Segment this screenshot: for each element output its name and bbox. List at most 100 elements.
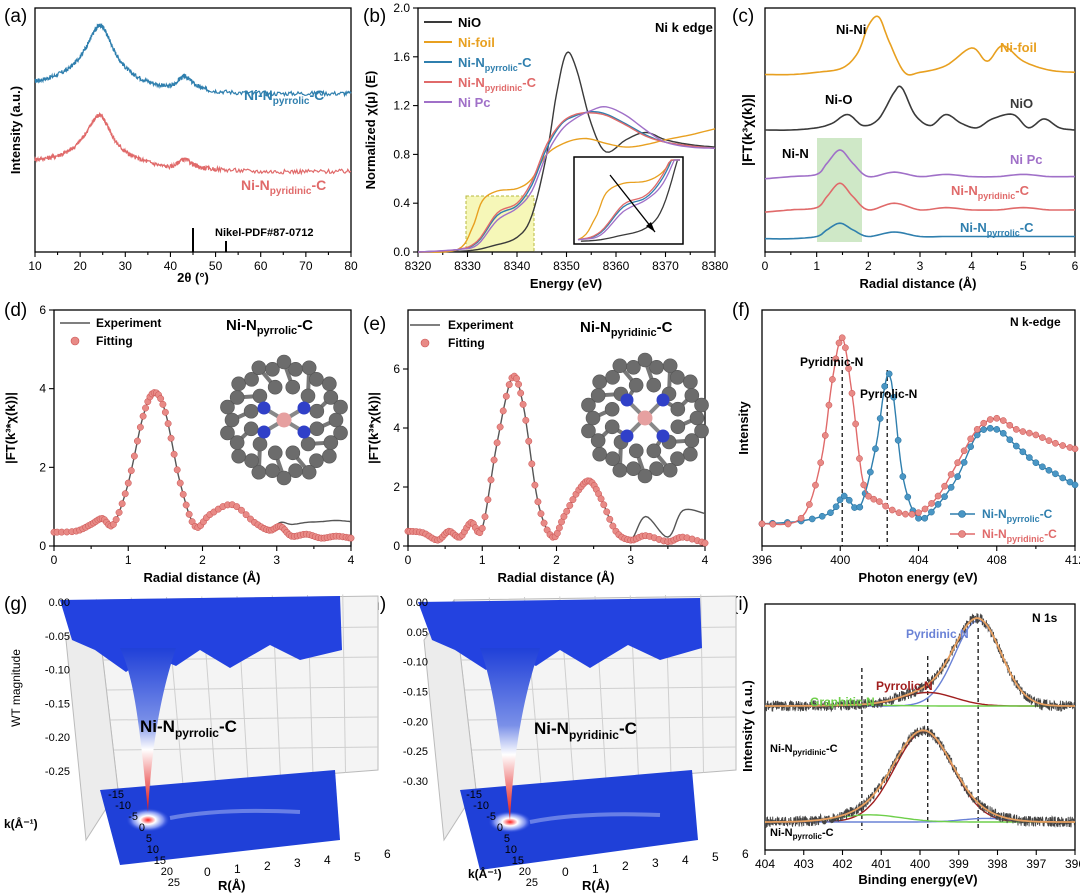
nitrogen-atom bbox=[620, 429, 634, 443]
x-tick-label: 30 bbox=[119, 259, 133, 273]
data-point bbox=[842, 344, 849, 352]
wt-ridge bbox=[529, 812, 661, 824]
x-axis-label-b: Energy (eV) bbox=[530, 276, 602, 291]
wt-spike bbox=[480, 648, 540, 820]
x-tick-label: 4 bbox=[348, 553, 355, 567]
fitting-point bbox=[569, 496, 577, 504]
chart-title-d: Ni-Npyrrolic-C bbox=[226, 317, 313, 337]
data-point bbox=[999, 417, 1007, 424]
data-point bbox=[960, 459, 968, 466]
y-tick-label: -15 bbox=[108, 789, 124, 801]
y-tick-label: 20 bbox=[519, 866, 531, 878]
fitting-point bbox=[505, 381, 513, 389]
data-point bbox=[1071, 445, 1079, 453]
carbon-atom bbox=[300, 436, 316, 452]
fitting-point bbox=[534, 498, 542, 506]
y-tick-label: 1.6 bbox=[393, 50, 410, 64]
grid-line bbox=[342, 594, 346, 773]
x-axis-label-f: Photon energy (eV) bbox=[858, 570, 977, 585]
data-point bbox=[758, 520, 766, 528]
carbon-atom bbox=[333, 425, 348, 441]
plot-frame-a bbox=[34, 7, 352, 253]
fitting-point bbox=[118, 500, 126, 508]
x-tick-label: 3 bbox=[294, 856, 301, 870]
x-tick-label: 399 bbox=[949, 857, 969, 871]
y-axis-label-d: |FT(k³*χ(k))| bbox=[3, 392, 18, 464]
y-axis-label-a: Intensity (a.u.) bbox=[8, 86, 23, 174]
carbon-atom bbox=[229, 390, 245, 405]
envelope-fit bbox=[765, 617, 1075, 707]
x-tick-label: 1 bbox=[234, 862, 241, 876]
data-point bbox=[941, 493, 948, 500]
fitting-point bbox=[176, 479, 184, 487]
x-axis-label-e: Radial distance (Å) bbox=[497, 570, 614, 585]
panel-label-d: (d) bbox=[4, 300, 27, 321]
y-tick-label: 1.2 bbox=[393, 99, 410, 113]
x-tick-label: 1 bbox=[813, 259, 820, 273]
data-point bbox=[769, 520, 777, 528]
legend-fitting-e: Fitting bbox=[448, 336, 485, 350]
y-tick-label: 5 bbox=[504, 833, 510, 845]
data-point bbox=[832, 355, 840, 363]
annotation-ni-ni: Ni-Ni bbox=[836, 22, 866, 37]
carbon-atom bbox=[323, 435, 339, 450]
carbon-atom bbox=[670, 419, 686, 435]
x-tick-label: 404 bbox=[908, 553, 928, 567]
data-point bbox=[797, 514, 805, 522]
data-point bbox=[881, 382, 889, 390]
x-tick-label: 8340 bbox=[504, 259, 531, 273]
data-point bbox=[885, 370, 893, 378]
x-tick-label: 6 bbox=[384, 847, 391, 861]
data-point bbox=[867, 468, 874, 476]
data-point bbox=[904, 493, 912, 501]
carbon-atom bbox=[684, 388, 700, 403]
y-tick-label: 0 bbox=[497, 822, 503, 834]
component-peak bbox=[765, 731, 1075, 823]
data-point bbox=[895, 509, 903, 517]
x-tick-label: 0 bbox=[562, 865, 569, 879]
data-point bbox=[838, 334, 846, 342]
carbon-atom bbox=[323, 390, 339, 405]
y-tick-label: 25 bbox=[168, 877, 180, 889]
series-line-pyrrolic bbox=[34, 23, 352, 98]
y-tick-label: -10 bbox=[473, 800, 489, 812]
reference-label: Nikel-PDF#87-0712 bbox=[215, 227, 313, 239]
data-point bbox=[1059, 474, 1067, 482]
x-tick-label: 3 bbox=[917, 259, 924, 273]
data-point bbox=[902, 510, 909, 518]
x-tick-label: 6 bbox=[1072, 259, 1079, 273]
series-line-3 bbox=[764, 182, 1075, 213]
legend-f-pyrrolic: Ni-Npyrrolic-C bbox=[982, 507, 1053, 524]
carbon-atom bbox=[220, 425, 235, 441]
ni-n-band bbox=[817, 138, 862, 242]
x-tick-label: 1 bbox=[125, 553, 132, 567]
legend-label: Ni Pc bbox=[458, 95, 491, 110]
z-tick-label: -0.10 bbox=[403, 657, 428, 669]
panel-label-f: (f) bbox=[732, 300, 750, 321]
label-c-pyrrolic: Ni-Npyrrolic-C bbox=[960, 220, 1034, 238]
data-point bbox=[1032, 459, 1040, 467]
annotation-pyrrolic-n: Pyrrolic-N bbox=[860, 387, 917, 401]
data-point bbox=[986, 416, 994, 423]
carbon-atom bbox=[649, 360, 664, 375]
carbon-atom bbox=[276, 470, 292, 486]
inset-line-0 bbox=[580, 159, 680, 242]
carbon-atom bbox=[231, 448, 246, 464]
chart-title-b: Ni k edge bbox=[655, 20, 713, 35]
carbon-atom bbox=[694, 423, 709, 439]
carbon-atom bbox=[628, 377, 644, 393]
x-axis-label-d: Radial distance (Å) bbox=[143, 570, 260, 585]
carbon-atom bbox=[604, 401, 620, 417]
y-tick-label: 6 bbox=[393, 362, 400, 376]
chart-title-i: N 1s bbox=[1032, 611, 1058, 625]
data-point bbox=[829, 376, 836, 383]
y-tick-label: 2 bbox=[39, 460, 46, 474]
x-tick-label: 401 bbox=[871, 857, 891, 871]
carbon-atom bbox=[309, 421, 325, 437]
x-tick-label: 0 bbox=[762, 259, 769, 273]
fitting-point bbox=[481, 513, 489, 521]
y-tick-label: -15 bbox=[466, 789, 482, 801]
grid-line bbox=[700, 594, 704, 773]
x-tick-label: 2 bbox=[865, 259, 872, 273]
